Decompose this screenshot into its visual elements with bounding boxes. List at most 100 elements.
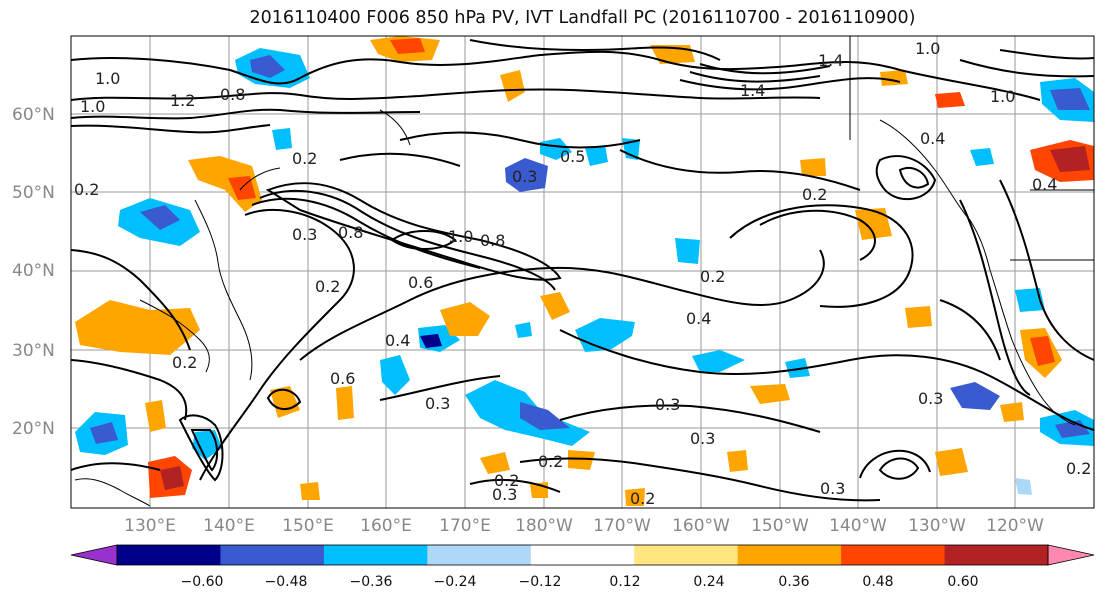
contour-line xyxy=(469,39,721,61)
contour-line xyxy=(390,230,457,250)
lon-label: 150°W xyxy=(751,516,809,536)
coastline xyxy=(1011,339,1076,426)
contour-value-label: 1.0 xyxy=(80,97,105,116)
pv-positive-patch xyxy=(935,448,968,476)
colorbar-tick-label: 0.12 xyxy=(609,574,640,590)
pv-negative-patch xyxy=(1050,88,1090,110)
coastlines xyxy=(74,36,1094,507)
lon-label: 120°W xyxy=(986,516,1044,536)
lon-label: 140°W xyxy=(829,516,887,536)
contour-value-label: 0.8 xyxy=(480,231,505,250)
contour-value-label: 0.8 xyxy=(220,85,245,104)
lon-label: 130°E xyxy=(124,516,176,536)
contour-value-label: 0.3 xyxy=(655,395,680,414)
contour-line xyxy=(199,208,355,481)
contour-line xyxy=(999,49,1094,60)
colorbar-segment xyxy=(737,545,842,565)
pv-positive-patch xyxy=(390,38,425,54)
contour-value-label: 0.3 xyxy=(918,389,943,408)
contour-line xyxy=(875,155,937,200)
contour-value-label: 0.3 xyxy=(820,479,845,498)
contour-value-label: 0.4 xyxy=(1032,175,1057,194)
contour-value-label: 0.3 xyxy=(292,225,317,244)
colorbar-tick-label: −0.24 xyxy=(434,574,477,590)
pv-negative-patch xyxy=(515,322,532,338)
contour-line xyxy=(71,50,1041,101)
pv-negative-patch xyxy=(520,402,570,430)
colorbar-extend-min xyxy=(70,544,118,566)
lat-label: 40°N xyxy=(12,261,55,281)
contour-value-label: 0.3 xyxy=(425,394,450,413)
contour-line xyxy=(679,77,901,91)
contour-value-label: 0.2 xyxy=(630,489,655,508)
colorbar-tick-labels: −0.60 −0.48 −0.36 −0.24 −0.12 0.12 0.24 … xyxy=(181,574,979,590)
contour-line xyxy=(689,71,821,83)
map-title: 2016110400 F006 850 hPa PV, IVT Landfall… xyxy=(249,8,916,28)
colorbar-segment xyxy=(427,545,532,565)
pv-negative-patch xyxy=(272,128,292,150)
contour-line xyxy=(729,204,914,308)
contour-value-label: 0.6 xyxy=(408,273,433,292)
colorbar-extend-max xyxy=(1047,544,1095,566)
colorbar-tick-label: −0.48 xyxy=(265,574,308,590)
colorbar-segment xyxy=(944,545,1049,565)
pv-positive-patch xyxy=(300,482,320,500)
pv-negative-patch xyxy=(970,148,994,166)
ivt-contours xyxy=(71,39,1094,502)
contour-line xyxy=(71,359,188,421)
pv-positive-patch xyxy=(750,384,790,404)
contour-line xyxy=(619,149,861,191)
contour-line xyxy=(71,108,421,120)
pv-negative-patch xyxy=(540,138,572,160)
lon-label: 170°W xyxy=(593,516,651,536)
lon-label: 140°E xyxy=(203,516,255,536)
contour-line xyxy=(178,414,224,482)
pv-positive-patch xyxy=(336,386,354,420)
lat-label: 60°N xyxy=(12,105,55,125)
contour-line xyxy=(469,478,561,493)
contour-value-label: 1.0 xyxy=(915,39,940,58)
pv-positive-patch xyxy=(270,386,300,418)
colorbar-segment xyxy=(530,545,635,565)
contour-line xyxy=(71,88,821,101)
contour-line xyxy=(559,404,821,433)
contour-value-label: 1.4 xyxy=(818,51,843,70)
contour-value-label: 0.2 xyxy=(292,149,317,168)
contour-value-label: 0.2 xyxy=(802,185,827,204)
colorbar-tick-label: −0.12 xyxy=(519,574,562,590)
colorbar-tick-label: 0.60 xyxy=(947,574,978,590)
pv-negative-patch xyxy=(420,334,442,348)
contour-line xyxy=(559,329,1094,431)
colorbar-tick-label: 0.36 xyxy=(778,574,809,590)
pv-positive-patch xyxy=(727,450,748,472)
pv-positive-patch xyxy=(480,452,510,474)
pv-negative-patch xyxy=(1015,478,1032,495)
pv-positive-patch xyxy=(1000,402,1024,422)
contour-value-label: 0.2 xyxy=(74,180,99,199)
lon-label: 160°W xyxy=(672,516,730,536)
contour-labels: 1.0 1.0 1.2 0.8 0.2 0.2 0.3 0.8 1.0 0.8 … xyxy=(74,39,1091,508)
lat-label: 30°N xyxy=(12,341,55,361)
contour-line xyxy=(959,59,1094,78)
contour-line xyxy=(266,388,302,410)
lon-label: 130°W xyxy=(908,516,966,536)
pv-positive-patch xyxy=(568,450,595,470)
contour-value-label: 0.2 xyxy=(700,267,725,286)
contour-value-label: 0.3 xyxy=(690,429,715,448)
contour-line xyxy=(299,249,825,361)
pv-negative-patch xyxy=(90,422,118,444)
pv-negative-patch xyxy=(140,205,180,230)
pv-negative-patch xyxy=(785,358,810,378)
pv-positive-patch xyxy=(880,70,908,86)
contour-line xyxy=(71,462,161,471)
coastline xyxy=(74,478,151,507)
pv-negative-patch xyxy=(585,145,608,166)
colorbar-segment xyxy=(323,545,428,565)
contour-line xyxy=(190,429,218,472)
longitude-labels: 130°E 140°E 150°E 160°E 170°E 180°W 170°… xyxy=(124,516,1044,536)
colorbar-tick-label: 0.48 xyxy=(862,574,893,590)
pv-positive-patch xyxy=(1030,336,1055,366)
colorbar-tick-label: 0.24 xyxy=(693,574,724,590)
contour-line xyxy=(71,124,271,134)
